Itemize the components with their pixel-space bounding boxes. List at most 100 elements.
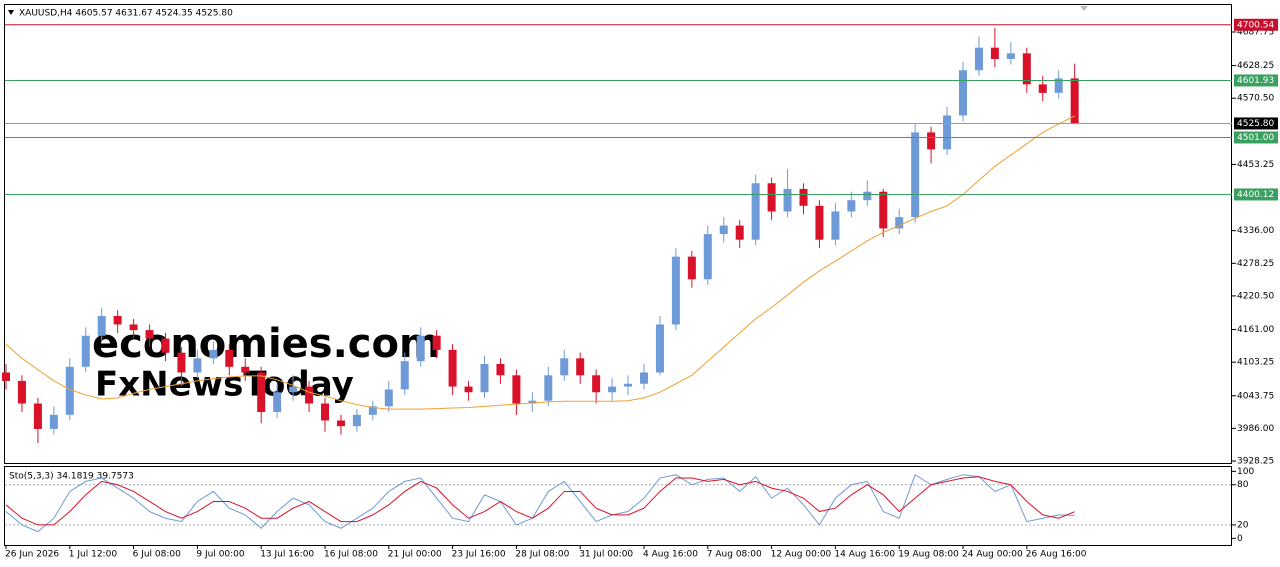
moving-average bbox=[5, 115, 1075, 410]
x-tick-label: 24 Aug 00:00 bbox=[962, 550, 1023, 560]
candle-body bbox=[496, 363, 505, 376]
candle-body bbox=[225, 349, 234, 367]
candle-body bbox=[33, 403, 42, 429]
candle-body bbox=[81, 335, 90, 367]
y-tick-label: 3928.25 bbox=[1237, 456, 1274, 466]
candle-body bbox=[1070, 78, 1079, 124]
y-tick-label: 4628.25 bbox=[1237, 61, 1274, 71]
candle-body bbox=[974, 47, 983, 71]
candle-body bbox=[640, 372, 648, 384]
candle-body bbox=[624, 383, 633, 387]
candle-body bbox=[735, 225, 744, 240]
candle-body bbox=[687, 256, 696, 280]
candle-body bbox=[544, 375, 553, 401]
indicator-line bbox=[5, 476, 1075, 526]
candle-body bbox=[560, 358, 569, 376]
x-tick-label: 9 Jul 00:00 bbox=[196, 550, 245, 560]
x-tick-label: 14 Aug 16:00 bbox=[834, 550, 895, 560]
candle-body bbox=[2, 372, 10, 381]
candle-body bbox=[400, 361, 409, 390]
indicator-tick-label: 100 bbox=[1237, 467, 1254, 477]
candle-body bbox=[1054, 78, 1063, 93]
price-level-label: 4501.00 bbox=[1237, 133, 1274, 143]
candle-body bbox=[879, 191, 888, 229]
y-tick-label: 4161.00 bbox=[1237, 325, 1274, 335]
candle-body bbox=[49, 414, 58, 429]
candle-body bbox=[990, 47, 999, 59]
x-tick-label: 19 Aug 08:00 bbox=[898, 550, 959, 560]
candle-body bbox=[273, 392, 282, 412]
x-tick-label: 26 Jun 2026 bbox=[5, 550, 59, 560]
candle-body bbox=[289, 386, 298, 393]
price-level-tag bbox=[1234, 131, 1278, 144]
candle-body bbox=[161, 338, 170, 353]
candle-body bbox=[480, 363, 489, 393]
candle-body bbox=[512, 375, 521, 404]
candle-body bbox=[863, 191, 872, 201]
candle-body bbox=[113, 315, 122, 325]
candle-body bbox=[847, 200, 856, 212]
candle-body bbox=[655, 324, 664, 373]
x-tick-label: 6 Jul 08:00 bbox=[133, 550, 182, 560]
candle-body bbox=[783, 188, 792, 212]
price-level-tag bbox=[1234, 188, 1278, 201]
candle-body bbox=[671, 256, 680, 325]
x-tick-label: 31 Jul 00:00 bbox=[579, 550, 633, 560]
candle-body bbox=[17, 380, 26, 404]
y-tick-label: 4103.25 bbox=[1237, 358, 1274, 368]
candle-body bbox=[241, 366, 250, 373]
candle-body bbox=[321, 403, 329, 421]
price-level-label: 4400.12 bbox=[1237, 190, 1274, 200]
candle-body bbox=[911, 132, 920, 218]
candle-body bbox=[448, 349, 457, 387]
candle-body bbox=[193, 358, 202, 373]
candle-body bbox=[1006, 53, 1015, 59]
watermark: FxNewsToday bbox=[95, 365, 354, 405]
price-level-label: 4700.54 bbox=[1237, 20, 1274, 30]
scroll-marker bbox=[1080, 6, 1088, 11]
watermark: economies.com bbox=[92, 321, 441, 367]
y-tick-label: 4453.25 bbox=[1237, 160, 1274, 170]
price-level-tag bbox=[1234, 74, 1278, 87]
candle-body bbox=[432, 335, 441, 350]
x-tick-label: 28 Jul 08:00 bbox=[515, 550, 569, 560]
candle-body bbox=[815, 205, 824, 240]
candle-body bbox=[703, 234, 712, 280]
candle-body bbox=[576, 358, 585, 376]
y-tick-label: 4570.50 bbox=[1237, 94, 1274, 104]
candle-body bbox=[384, 389, 393, 407]
indicator-label: Sto(5,3,3) 34.1819 39.7573 bbox=[9, 472, 134, 482]
y-tick-label: 4043.75 bbox=[1237, 391, 1274, 401]
menu-arrow[interactable] bbox=[8, 10, 14, 15]
x-tick-label: 21 Jul 00:00 bbox=[388, 550, 442, 560]
y-tick-label: 3986.00 bbox=[1237, 424, 1274, 434]
candle-body bbox=[799, 188, 808, 206]
price-level-tag bbox=[1234, 117, 1278, 130]
candle-body bbox=[209, 349, 218, 359]
candle-body bbox=[831, 211, 840, 240]
candle-body bbox=[368, 406, 377, 415]
y-tick-label: 4336.00 bbox=[1237, 226, 1274, 236]
candle-body bbox=[352, 414, 361, 427]
candle-body bbox=[608, 386, 617, 393]
x-tick-label: 16 Jul 08:00 bbox=[324, 550, 378, 560]
x-tick-label: 13 Jul 16:00 bbox=[260, 550, 314, 560]
price-level-tag bbox=[1234, 18, 1278, 31]
candle-body bbox=[895, 217, 904, 229]
main-panel bbox=[4, 4, 1232, 464]
candle-body bbox=[927, 132, 936, 150]
x-tick-label: 4 Aug 16:00 bbox=[643, 550, 698, 560]
indicator-tick-label: 20 bbox=[1237, 520, 1249, 530]
header: XAUUSD,H4 4605.57 4631.67 4524.35 4525.8… bbox=[19, 9, 233, 19]
candle-body bbox=[1022, 53, 1031, 85]
candle-body bbox=[65, 366, 74, 415]
indicator-tick-label: 0 bbox=[1237, 534, 1243, 544]
indicator-tick-label: 80 bbox=[1237, 480, 1249, 490]
y-tick-label: 4687.75 bbox=[1237, 27, 1274, 37]
candle-body bbox=[97, 315, 106, 336]
x-tick-label: 12 Aug 00:00 bbox=[771, 550, 832, 560]
candle-body bbox=[943, 115, 952, 150]
indicator-panel bbox=[4, 466, 1232, 546]
